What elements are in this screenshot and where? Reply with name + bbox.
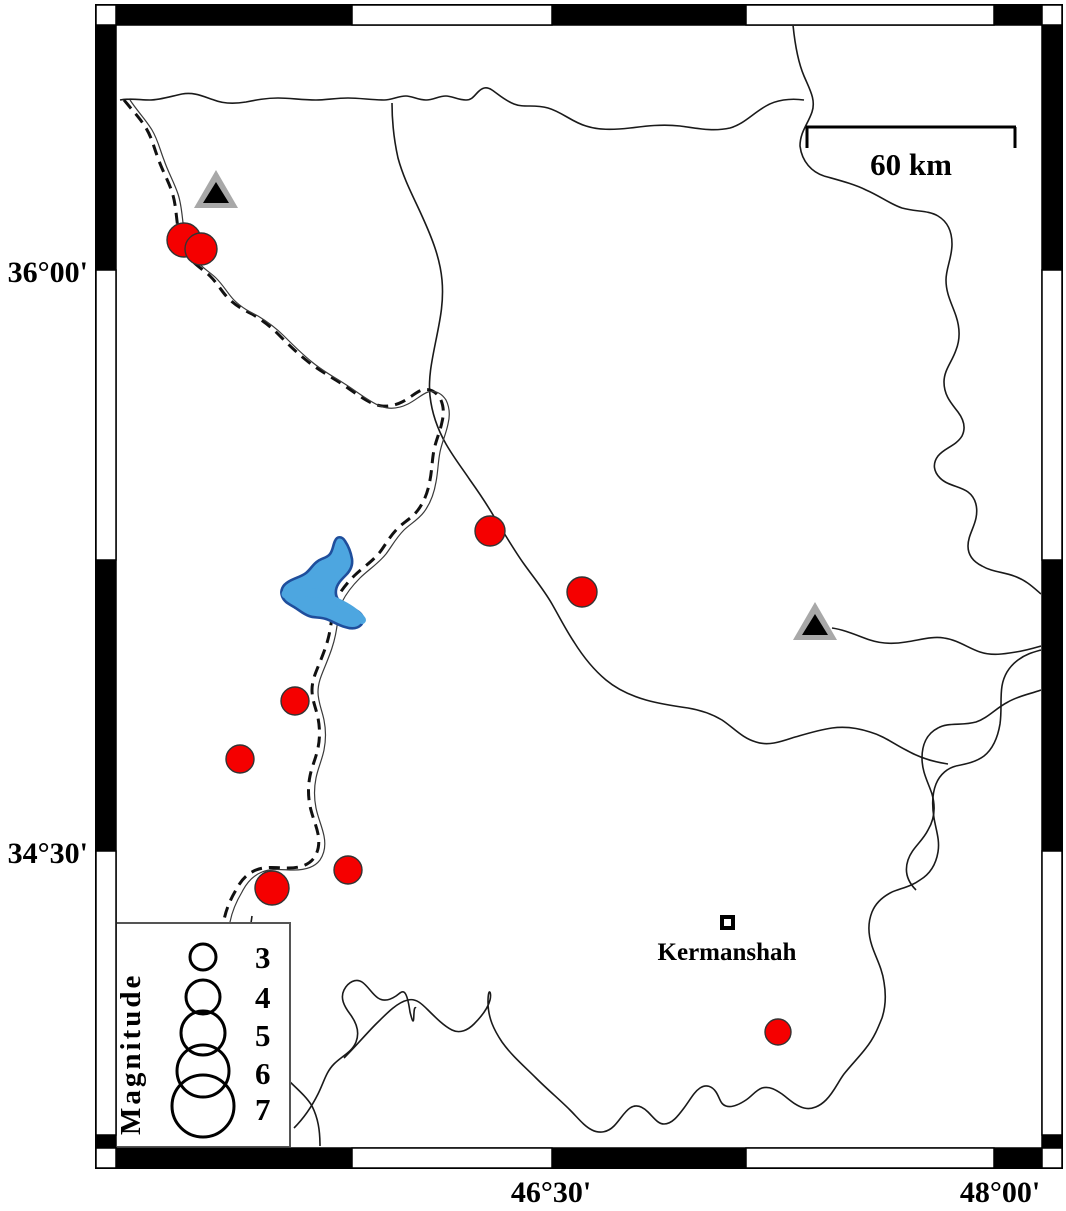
triangle-marker-inner [802,614,828,635]
legend-label-mag-3: 3 [255,940,271,975]
latitude-label-36-00: 36°00' [8,256,88,289]
epicenter-marker[interactable] [333,855,363,885]
frame-band-left [95,25,117,1148]
boundary-southeast-detail [891,765,957,893]
epicenter-markers [166,222,792,1046]
legend-circle-mag-7 [170,1073,236,1139]
lake-arm-north [312,541,345,593]
longitude-label-46-30: 46°30' [511,1176,591,1209]
boundary-east-branch [831,627,1041,656]
epicenter-marker[interactable] [254,870,290,906]
lake-arm-west [281,587,320,599]
station-triangle-east[interactable] [793,602,837,640]
boundary-south-main [343,891,893,1133]
legend-label-mag-6: 6 [255,1056,271,1091]
legend-box [117,922,291,1147]
lake-feature [280,535,366,630]
epicenter-marker[interactable] [280,686,310,716]
triangle-marker-inner [203,182,229,203]
scale-bar: 60 km [805,125,1017,182]
border-iran-iraq [122,99,445,1147]
scale-bar-label: 60 km [870,147,952,182]
epicenter-marker[interactable] [184,232,218,266]
boundary-east-pocket [955,649,1041,767]
epicenter-marker[interactable] [225,744,255,774]
city-label-kermanshah: Kermanshah [658,939,797,966]
latitude-label-34-30: 34°30' [8,837,88,870]
boundary-east-upper [823,175,1041,595]
seismic-stations [194,170,837,640]
magnitude-legend: Magnitude 3 4 5 6 7 [115,922,291,1147]
lake-arm-southeast [312,588,366,624]
legend-circle-mag-6 [175,1043,231,1099]
frame-band-bottom [95,1147,1063,1169]
map-interior: 60 km Kermanshah [115,26,1041,1147]
legend-circle-mag-4 [184,978,222,1016]
map-frame [95,4,1063,1169]
station-triangle-northwest[interactable] [194,170,238,208]
city-marker-square-inner [724,919,731,926]
legend-title: Magnitude [115,973,147,1135]
epicenter-marker[interactable] [474,515,506,547]
international-border-dashed [122,99,445,1147]
legend-label-mag-5: 5 [255,1018,271,1053]
frame-band-right [1041,25,1063,1148]
boundary-south-west-detail [293,979,417,1129]
legend-label-mag-7: 7 [255,1092,271,1127]
boundary-north-main [119,87,805,131]
legend-circle-mag-5 [179,1009,227,1057]
frame-band-top [95,4,1063,26]
epicenter-marker[interactable] [764,1018,792,1046]
legend-label-mag-4: 4 [255,980,271,1015]
boundary-north-spur [792,26,825,177]
legend-circle-mag-3 [188,942,218,972]
city-kermanshah[interactable]: Kermanshah [658,915,797,966]
epicenter-marker[interactable] [566,576,598,608]
axis-labels: 36°00' 34°30' 46°30' 48°00' [8,256,1041,1209]
boundary-central-diagonal [391,102,949,765]
longitude-label-48-00: 48°00' [960,1176,1040,1209]
